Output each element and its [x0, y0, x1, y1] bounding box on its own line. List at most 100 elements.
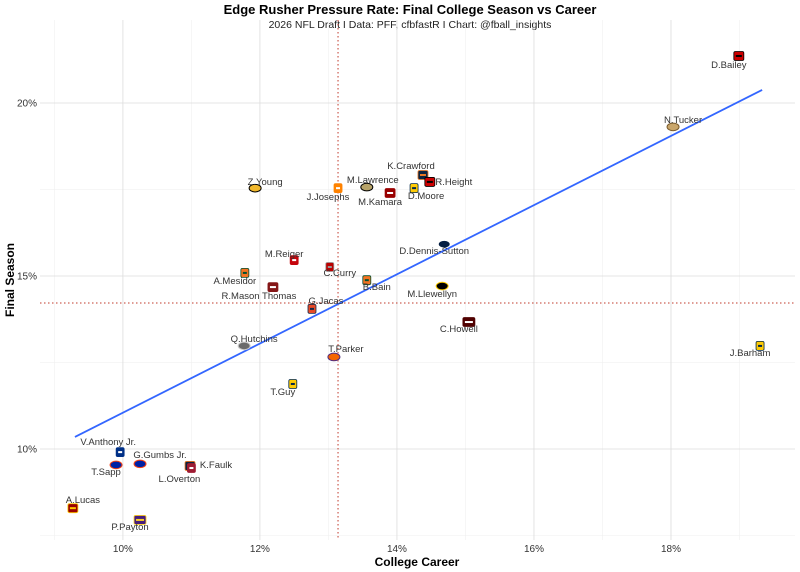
point-label: D.Dennis-Sutton — [399, 246, 469, 257]
team-logo-icon — [666, 122, 680, 132]
point-label: C.Howell — [440, 324, 478, 335]
team-logo-mark-icon — [118, 451, 123, 454]
data-point: V.Anthony Jr. — [80, 437, 136, 458]
y-tick-label: 10% — [17, 445, 37, 456]
team-logo-mark-icon — [758, 344, 763, 347]
data-point: M.Kamara — [358, 188, 403, 208]
data-point: B.Bain — [362, 275, 391, 293]
trend-line — [74, 89, 763, 438]
team-logo-mark-icon — [419, 173, 426, 176]
data-point: M.Lawrence — [347, 175, 399, 192]
team-logo-mark-icon — [387, 191, 394, 194]
team-logo-icon — [327, 352, 341, 362]
team-logo-mark-icon — [136, 518, 145, 521]
point-label: M.Kamara — [358, 197, 403, 208]
data-point: M.Reiger — [265, 249, 304, 266]
team-logo-mark-icon — [327, 266, 332, 269]
point-label: B.Bain — [363, 282, 391, 293]
team-logo-icon — [109, 460, 123, 470]
data-point: J.Josephs — [307, 183, 350, 203]
data-point: T.Guy — [270, 379, 298, 398]
team-logo-icon — [133, 459, 147, 469]
point-label: D.Moore — [408, 191, 444, 202]
team-logo-mark-icon — [292, 259, 297, 262]
grid — [40, 20, 795, 540]
trend-line-group — [74, 89, 763, 438]
x-tick-label: 16% — [524, 544, 544, 555]
team-logo-mark-icon — [290, 382, 295, 385]
data-point: D.Bailey — [711, 51, 747, 71]
data-point: T.Parker — [327, 344, 364, 362]
point-label: L.Overton — [159, 474, 201, 485]
data-point: J.Barham — [730, 341, 771, 359]
point-label: J.Barham — [730, 348, 771, 359]
data-point: A.Lucas — [66, 495, 101, 514]
data-point: Q.Hutchins — [231, 334, 278, 351]
point-label: J.Josephs — [307, 192, 350, 203]
point-label: T.Sapp — [91, 467, 121, 478]
team-logo-mark-icon — [309, 307, 314, 310]
team-logo-mark-icon — [336, 187, 341, 190]
point-label: T.Parker — [328, 344, 363, 355]
point-label: R.Height — [435, 177, 472, 188]
team-logo-icon — [435, 281, 449, 291]
data-point: G.Gumbs Jr. — [133, 450, 187, 469]
team-logo-icon — [360, 182, 374, 192]
data-point: P.Payton — [111, 515, 149, 533]
point-label: A.Mesidor — [213, 276, 256, 287]
data-point: M.Llewellyn — [407, 281, 457, 300]
team-logo-mark-icon — [269, 286, 276, 289]
data-point: G.Jacas — [307, 296, 344, 314]
point-label: M.Lawrence — [347, 175, 399, 186]
point-label: D.Bailey — [711, 60, 747, 71]
data-point: D.Moore — [408, 183, 444, 202]
point-label: M.Reiger — [265, 249, 304, 260]
x-tick-label: 18% — [661, 544, 681, 555]
data-point: C.Howell — [440, 317, 478, 335]
point-label: A.Lucas — [66, 495, 101, 506]
axis-ticks: 10% 12% 14% 16% 18% 10% 15% 20% — [17, 99, 681, 555]
point-label: Q.Hutchins — [231, 334, 278, 345]
team-logo-mark-icon — [412, 187, 417, 190]
x-tick-label: 10% — [113, 544, 133, 555]
data-point: D.Dennis-Sutton — [399, 239, 469, 257]
data-point: R.Height — [424, 177, 473, 188]
x-axis-label: College Career — [375, 555, 460, 569]
data-point: A.Mesidor — [213, 268, 256, 287]
x-tick-label: 12% — [250, 544, 270, 555]
point-label: N.Tucker — [664, 115, 702, 126]
point-label: Z.Young — [248, 177, 283, 188]
point-label: K.Faulk — [200, 460, 232, 471]
team-logo-mark-icon — [364, 279, 369, 282]
point-label: K.Crawford — [387, 161, 435, 172]
team-logo-mark-icon — [735, 54, 742, 57]
point-label: P.Payton — [111, 522, 148, 533]
y-tick-label: 20% — [17, 99, 37, 110]
chart-title: Edge Rusher Pressure Rate: Final College… — [224, 2, 597, 17]
team-logo-mark-icon — [189, 467, 194, 470]
team-logo-mark-icon — [242, 271, 247, 274]
point-label: R.Mason Thomas — [222, 291, 297, 302]
data-point: L.Overton — [159, 463, 201, 485]
y-axis-label: Final Season — [3, 243, 17, 317]
team-logo-mark-icon — [426, 180, 433, 183]
team-logo-icon — [437, 239, 451, 249]
data-point: N.Tucker — [664, 115, 702, 132]
team-logo-icon — [248, 183, 262, 193]
team-logo-icon — [237, 341, 251, 351]
y-tick-label: 15% — [17, 272, 37, 283]
point-label: G.Jacas — [309, 296, 344, 307]
point-label: C.Curry — [323, 268, 356, 279]
x-tick-label: 14% — [387, 544, 407, 555]
point-label: T.Guy — [270, 387, 295, 398]
data-point: R.Mason Thomas — [222, 282, 297, 302]
point-label: M.Llewellyn — [407, 289, 457, 300]
point-label: V.Anthony Jr. — [80, 437, 136, 448]
data-point: C.Curry — [323, 262, 356, 279]
data-point: T.Sapp — [91, 460, 123, 478]
chart-subtitle: 2026 NFL Draft I Data: PFF, cfbfastR I C… — [269, 19, 552, 31]
team-logo-mark-icon — [69, 507, 76, 510]
point-label: G.Gumbs Jr. — [133, 450, 186, 461]
data-point: Z.Young — [248, 177, 283, 193]
